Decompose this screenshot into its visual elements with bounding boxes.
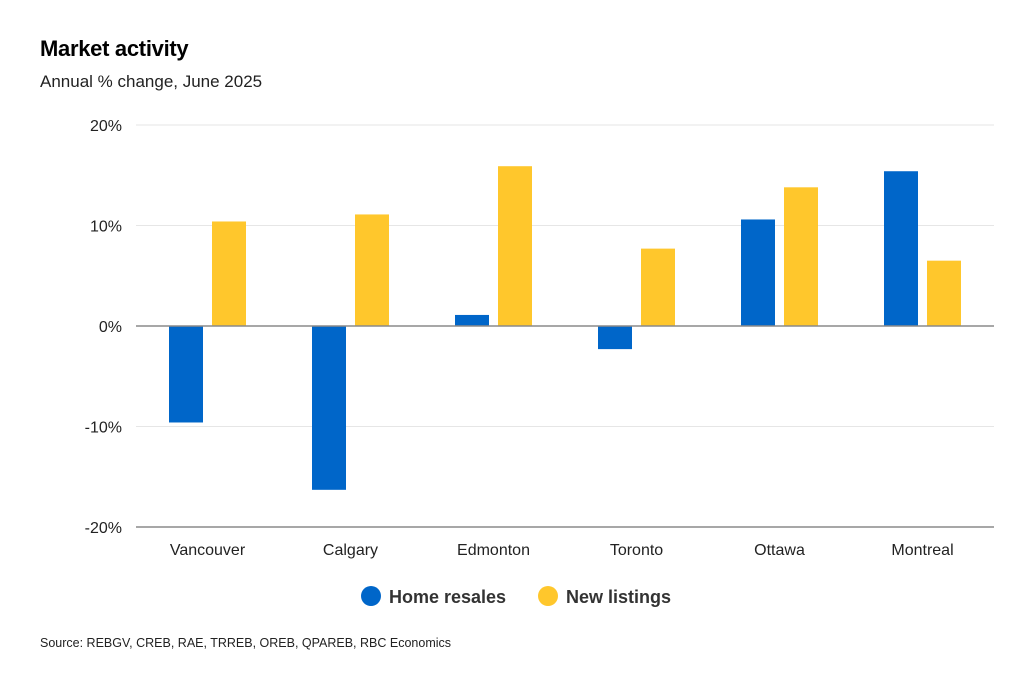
bar-new-listings-vancouver [212, 221, 246, 326]
bar-new-listings-toronto [641, 248, 675, 326]
chart-subtitle: Annual % change, June 2025 [40, 72, 263, 91]
y-tick-label: 0% [99, 319, 122, 336]
legend-marker-new-listings [538, 586, 558, 606]
x-tick-label: Ottawa [754, 542, 805, 559]
gridlines [136, 124, 994, 427]
chart-title: Market activity [40, 36, 189, 61]
y-tick-label: 20% [90, 118, 122, 135]
bar-home-resales-edmonton [455, 314, 489, 326]
y-tick-label: -20% [85, 520, 122, 537]
bar-new-listings-calgary [355, 214, 389, 326]
legend: Home resales New listings [361, 586, 671, 607]
y-tick-label: -10% [85, 420, 122, 437]
source-note: Source: REBGV, CREB, RAE, TRREB, OREB, Q… [40, 636, 452, 650]
x-axis-ticks: Vancouver Calgary Edmonton Toronto Ottawa Mon… [170, 542, 954, 559]
bar-home-resales-ottawa [741, 219, 775, 326]
bars [169, 166, 961, 490]
x-tick-label: Vancouver [170, 542, 246, 559]
legend-marker-home-resales [361, 586, 381, 606]
bar-home-resales-toronto [598, 326, 632, 350]
y-axis-ticks: 20% 10% 0% -10% -20% [85, 118, 122, 537]
y-tick-label: 10% [90, 219, 122, 236]
axes [136, 325, 994, 528]
x-tick-label: Edmonton [457, 542, 530, 559]
x-tick-label: Toronto [610, 542, 663, 559]
legend-label: Home resales [389, 587, 506, 607]
bar-home-resales-montreal [884, 171, 918, 326]
x-tick-label: Montreal [891, 542, 953, 559]
bar-home-resales-vancouver [169, 326, 203, 423]
bar-new-listings-ottawa [784, 187, 818, 326]
bar-new-listings-edmonton [498, 166, 532, 326]
bar-new-listings-montreal [927, 260, 961, 326]
bar-home-resales-calgary [312, 326, 346, 490]
x-tick-label: Calgary [323, 542, 378, 559]
legend-label: New listings [566, 587, 671, 607]
